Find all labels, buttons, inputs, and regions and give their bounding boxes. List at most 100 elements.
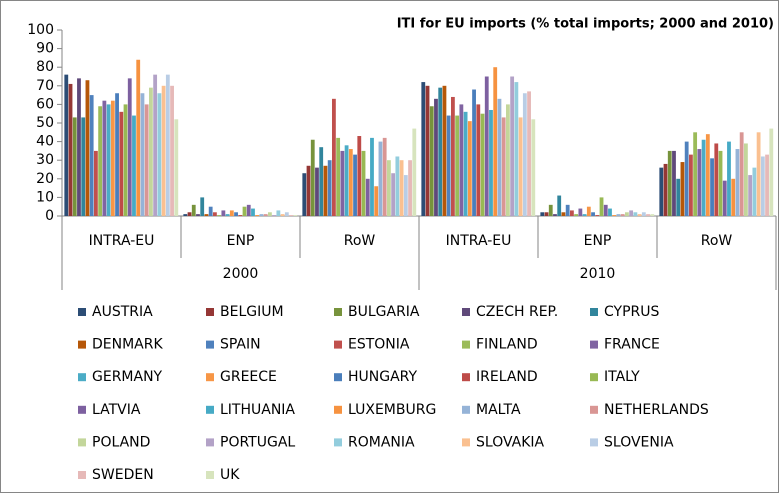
bar <box>421 82 426 216</box>
bar <box>323 165 328 216</box>
bar <box>510 76 515 216</box>
bar <box>136 59 141 217</box>
legend-label: MALTA <box>476 402 521 418</box>
bar <box>450 96 455 216</box>
bar <box>531 119 536 216</box>
bar <box>229 210 234 216</box>
bar <box>272 215 277 216</box>
y-tick-label: 80 <box>36 59 54 75</box>
bar <box>425 85 430 216</box>
bar <box>85 80 90 216</box>
legend-swatch <box>462 373 470 382</box>
legend-label: HUNGARY <box>348 369 418 385</box>
bar <box>110 100 115 216</box>
bar <box>735 149 740 216</box>
bar <box>514 82 519 216</box>
bar <box>569 210 574 216</box>
bar <box>633 212 638 216</box>
bar <box>157 93 162 216</box>
bar <box>476 104 481 216</box>
bar <box>727 141 731 216</box>
x-group-label: 2000 <box>223 266 259 282</box>
legend-label: CZECH REP. <box>476 304 558 320</box>
bar <box>357 136 362 216</box>
bar <box>276 210 281 216</box>
bar <box>165 74 170 216</box>
bar <box>455 115 460 216</box>
bar <box>659 167 664 216</box>
legend-swatch <box>206 405 214 414</box>
bar <box>106 104 111 216</box>
bar <box>646 214 650 216</box>
bar <box>412 128 417 216</box>
legend-label: SPAIN <box>220 337 261 353</box>
bar <box>429 106 434 216</box>
bar <box>238 215 243 216</box>
legend-swatch <box>462 405 470 414</box>
y-tick-label: 10 <box>36 189 54 205</box>
legend-swatch <box>334 373 342 382</box>
legend-swatch <box>590 340 598 349</box>
bar <box>72 117 77 216</box>
bar <box>408 160 412 216</box>
legend-swatch <box>206 438 214 447</box>
bar <box>140 93 145 216</box>
bar <box>382 137 387 216</box>
bar <box>123 104 128 216</box>
legend-swatch <box>334 438 342 447</box>
bar <box>608 208 612 216</box>
x-tick-label: INTRA-EU <box>446 233 512 249</box>
bar <box>242 206 247 216</box>
bar <box>293 215 298 216</box>
legend-swatch <box>78 438 86 447</box>
bar <box>650 214 655 216</box>
bar <box>89 95 94 216</box>
y-tick-label: 100 <box>27 22 54 38</box>
bar <box>98 106 103 216</box>
bar <box>196 214 200 216</box>
bar <box>208 206 213 216</box>
legend-label: IRELAND <box>476 369 538 385</box>
bar <box>561 212 566 216</box>
bar <box>387 160 391 216</box>
bar <box>144 104 149 216</box>
bar <box>467 121 472 216</box>
bar <box>731 178 736 216</box>
bar <box>225 214 230 216</box>
bar <box>221 210 226 216</box>
bar <box>641 212 646 216</box>
legend-swatch <box>78 373 86 382</box>
bar <box>361 150 366 216</box>
bar <box>93 150 98 216</box>
y-tick-label: 90 <box>36 41 54 57</box>
legend-swatch <box>78 308 86 316</box>
bar <box>344 145 349 216</box>
bar <box>693 132 698 216</box>
bar <box>629 210 634 216</box>
bar <box>484 76 489 216</box>
x-tick-label: INTRA-EU <box>89 233 155 249</box>
bar <box>667 150 672 216</box>
legend-label: NETHERLANDS <box>604 402 709 418</box>
legend-label: ITALY <box>604 369 640 385</box>
bar <box>327 160 332 216</box>
bar <box>403 175 408 216</box>
bar <box>395 156 400 216</box>
bar <box>756 132 761 216</box>
bar <box>493 67 498 216</box>
bar <box>115 93 119 216</box>
bar <box>480 113 485 216</box>
bar <box>748 175 753 216</box>
y-tick-label: 30 <box>36 152 54 168</box>
bar <box>132 115 136 216</box>
bar <box>557 195 562 216</box>
bar <box>744 143 748 216</box>
bar <box>315 167 319 216</box>
bar <box>739 132 744 216</box>
legend-swatch <box>206 471 214 479</box>
bar <box>582 214 587 216</box>
bar <box>722 180 727 216</box>
y-tick-label: 20 <box>36 171 54 187</box>
bar <box>697 149 702 216</box>
